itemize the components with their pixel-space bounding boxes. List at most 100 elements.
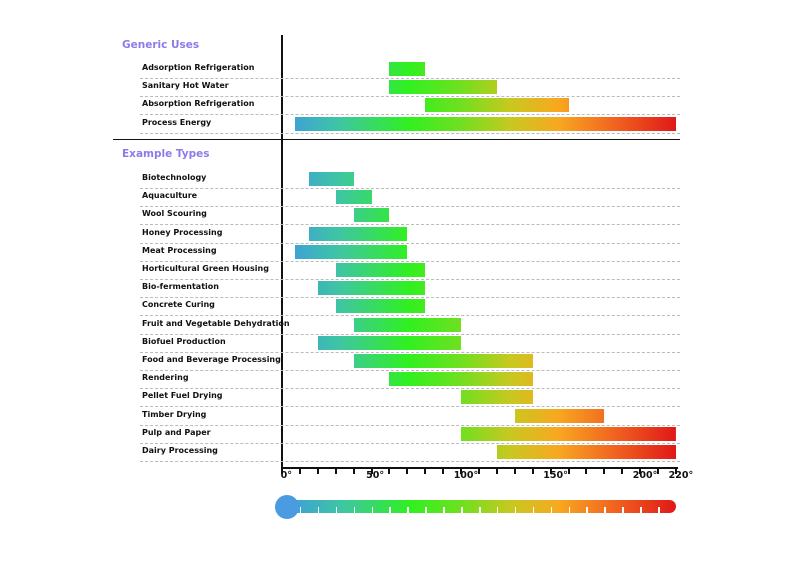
x-tick bbox=[424, 467, 427, 474]
row-label: Rendering bbox=[142, 373, 189, 383]
row-divider bbox=[140, 260, 680, 262]
x-tick bbox=[406, 467, 409, 474]
row-label: Timber Drying bbox=[142, 409, 207, 419]
row-label: Dairy Processing bbox=[142, 446, 218, 455]
range-bar bbox=[335, 299, 426, 314]
thermometer-legend bbox=[285, 500, 676, 513]
x-tick bbox=[460, 467, 463, 474]
x-tick bbox=[478, 467, 480, 474]
row-label: Wool Scouring bbox=[142, 209, 207, 219]
row-divider bbox=[140, 206, 680, 208]
thermometer-tick bbox=[550, 507, 553, 513]
x-tick bbox=[675, 467, 677, 474]
range-bar bbox=[389, 372, 533, 387]
row-divider bbox=[140, 188, 680, 189]
row-divider bbox=[140, 388, 680, 390]
range-bar bbox=[294, 244, 408, 259]
thermometer-tick bbox=[568, 507, 571, 513]
thermometer-tick bbox=[443, 507, 445, 513]
range-bar bbox=[425, 98, 569, 113]
thermometer-tick bbox=[479, 507, 481, 513]
x-tick bbox=[442, 467, 445, 474]
x-tick bbox=[495, 467, 498, 474]
range-bar bbox=[335, 263, 426, 277]
x-tick bbox=[388, 467, 391, 474]
y-axis-line bbox=[281, 35, 283, 469]
row-divider bbox=[140, 333, 680, 335]
row-label: Concrete Curing bbox=[142, 300, 215, 310]
row-divider bbox=[140, 424, 680, 426]
row-label: Meat Processing bbox=[142, 245, 217, 255]
row-divider bbox=[140, 370, 680, 371]
row-label: Food and Beverage Processing bbox=[142, 355, 281, 364]
range-bar bbox=[496, 445, 676, 459]
row-label: Biofuel Production bbox=[142, 336, 226, 346]
range-bar bbox=[389, 80, 497, 95]
range-bar bbox=[353, 317, 462, 332]
row-label: Honey Processing bbox=[142, 227, 223, 237]
range-bar bbox=[389, 62, 426, 76]
thermometer-tick bbox=[640, 507, 642, 513]
row-divider bbox=[140, 442, 680, 444]
x-tick bbox=[621, 467, 624, 474]
range-bar bbox=[461, 390, 533, 405]
row-divider bbox=[140, 96, 680, 98]
x-tick bbox=[316, 467, 319, 474]
row-divider bbox=[140, 315, 680, 317]
thermometer-tick bbox=[658, 507, 660, 513]
x-tick bbox=[298, 467, 301, 474]
range-bar bbox=[294, 116, 676, 131]
range-bar bbox=[353, 354, 533, 368]
row-label: Pellet Fuel Drying bbox=[142, 391, 223, 401]
x-tick bbox=[567, 467, 570, 474]
thermometer-tick bbox=[299, 507, 302, 513]
range-bar bbox=[514, 408, 605, 423]
thermometer-tick bbox=[604, 507, 606, 513]
thermometer-tick bbox=[496, 507, 499, 513]
row-label: Absorption Refrigeration bbox=[142, 99, 255, 109]
thermometer-tick bbox=[317, 507, 320, 513]
range-bar bbox=[317, 335, 462, 350]
range-bar bbox=[308, 172, 354, 186]
row-label: Sanitary Hot Water bbox=[142, 81, 229, 91]
row-divider bbox=[140, 224, 680, 226]
range-bar bbox=[353, 208, 390, 223]
group-title: Generic Uses bbox=[122, 39, 200, 51]
row-divider bbox=[140, 114, 680, 116]
row-divider bbox=[140, 242, 680, 244]
x-tick-label: 200° bbox=[632, 470, 658, 481]
x-tick bbox=[334, 467, 337, 474]
x-tick-label: 100° bbox=[453, 470, 479, 481]
row-divider bbox=[140, 351, 680, 353]
row-divider bbox=[140, 461, 680, 462]
x-tick-label: 50° bbox=[366, 470, 385, 481]
row-label: Adsorption Refrigeration bbox=[142, 63, 255, 72]
thermometer-tick bbox=[514, 507, 517, 513]
thermometer-tick bbox=[425, 507, 427, 513]
row-label: Process Energy bbox=[142, 117, 212, 127]
row-divider bbox=[140, 406, 680, 408]
row-label: Aquaculture bbox=[142, 191, 198, 201]
x-tick-label: 0° bbox=[280, 470, 292, 481]
thermometer-tick bbox=[407, 507, 409, 513]
row-divider bbox=[140, 297, 680, 299]
thermometer-tick bbox=[532, 507, 535, 513]
thermometer-tick bbox=[461, 507, 463, 513]
x-tick-label: 150° bbox=[543, 470, 568, 481]
row-label: Bio-fermentation bbox=[142, 282, 219, 292]
thermometer-tick bbox=[622, 507, 624, 513]
x-tick bbox=[549, 467, 552, 474]
thermometer-tick bbox=[389, 507, 391, 513]
x-tick bbox=[352, 467, 355, 474]
range-bar bbox=[317, 281, 426, 296]
row-divider bbox=[140, 78, 680, 79]
thermometer-bulb-icon bbox=[275, 495, 299, 519]
x-tick bbox=[639, 467, 642, 474]
x-tick bbox=[657, 467, 660, 474]
x-tick bbox=[370, 467, 373, 474]
x-tick bbox=[585, 467, 588, 474]
x-tick bbox=[603, 467, 606, 474]
group-title: Example Types bbox=[122, 148, 210, 160]
row-label: Biotechnology bbox=[142, 173, 207, 182]
